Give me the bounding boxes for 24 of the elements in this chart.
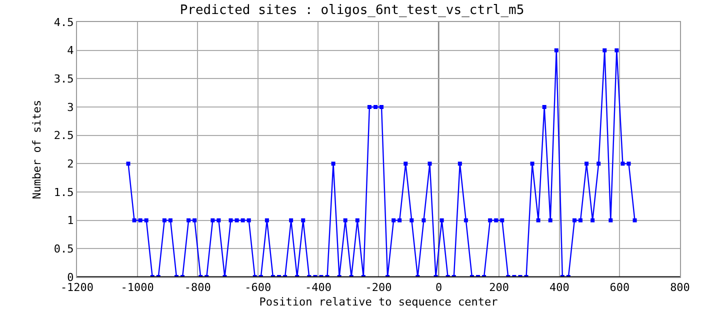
y-tick-label: 4.5 bbox=[54, 16, 74, 29]
x-tick-label: 200 bbox=[489, 281, 510, 294]
y-axis-title: Number of sites bbox=[30, 100, 44, 200]
x-tick-label: -800 bbox=[184, 281, 211, 294]
x-axis-title: Position relative to sequence center bbox=[259, 295, 498, 308]
x-tick-label: -200 bbox=[365, 281, 392, 294]
y-tick-label: 1.5 bbox=[54, 186, 74, 199]
y-tick-label: 4 bbox=[67, 44, 74, 58]
x-tick-label: -400 bbox=[304, 281, 332, 294]
y-tick-label: 3 bbox=[67, 100, 74, 114]
y-tick-label: 2 bbox=[67, 158, 74, 171]
x-tick-label: -1200 bbox=[60, 281, 94, 294]
x-tick-label: 800 bbox=[670, 281, 690, 294]
y-tick-label: 0 bbox=[67, 270, 74, 284]
x-tick-label: -1000 bbox=[120, 281, 154, 294]
y-tick-label: 1 bbox=[67, 214, 74, 228]
x-tick-label: 600 bbox=[610, 281, 630, 294]
chart-title: Predicted sites : oligos_6nt_test_vs_ctrl_m5 bbox=[180, 3, 524, 18]
x-tick-label: 0 bbox=[435, 281, 442, 294]
x-tick-label: 400 bbox=[549, 281, 570, 294]
y-tick-label: 3.5 bbox=[54, 72, 74, 86]
x-tick-label: -600 bbox=[244, 281, 272, 294]
y-tick-label: 2.5 bbox=[54, 129, 74, 142]
y-tick-label: 0.5 bbox=[54, 242, 74, 256]
